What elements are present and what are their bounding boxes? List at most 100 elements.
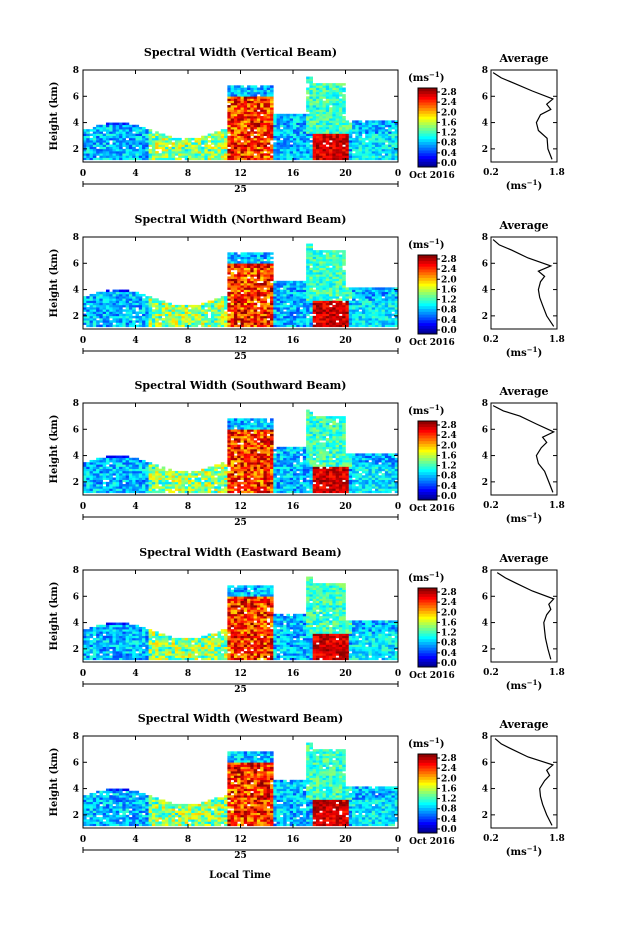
- heatmap-cell: [256, 298, 261, 301]
- heatmap-cell: [358, 315, 363, 319]
- heatmap-cell: [319, 274, 323, 277]
- heatmap-cell: [263, 477, 268, 480]
- x-tick-label: 0: [80, 169, 86, 179]
- heatmap-cell: [322, 285, 327, 288]
- heatmap-cell: [145, 315, 149, 319]
- heatmap-cell: [145, 146, 149, 150]
- heatmap-cell: [358, 142, 363, 145]
- heatmap-cell: [168, 151, 172, 154]
- heatmap-cell: [319, 256, 323, 260]
- heatmap-cell: [197, 315, 202, 319]
- heatmap-cell: [128, 324, 133, 328]
- heatmap-cell: [309, 302, 313, 306]
- heatmap-cell: [299, 155, 304, 158]
- heatmap-cell: [105, 459, 110, 463]
- heatmap-cell: [378, 146, 382, 150]
- colorbar-segment: [418, 322, 437, 326]
- heatmap-cell: [371, 313, 376, 317]
- heatmap-cell: [99, 296, 103, 299]
- heatmap-cell: [250, 254, 254, 258]
- heatmap-cell: [348, 124, 353, 128]
- heatmap-cell: [115, 144, 120, 147]
- heatmap-cell: [204, 481, 208, 485]
- heatmap-cell: [138, 466, 143, 470]
- heatmap-cell: [352, 120, 356, 123]
- heatmap-cell: [115, 148, 120, 152]
- heatmap-cell: [243, 424, 248, 428]
- heatmap-cell: [296, 280, 300, 284]
- heatmap-cell: [260, 157, 264, 161]
- heatmap-cell: [99, 126, 103, 130]
- heatmap-cell: [247, 488, 251, 491]
- heatmap-cell: [256, 307, 261, 310]
- heatmap-cell: [165, 304, 169, 308]
- heatmap-cell: [352, 293, 356, 297]
- heatmap-cell: [233, 105, 238, 108]
- heatmap-cell: [358, 302, 363, 306]
- heatmap-cell: [227, 258, 231, 262]
- heatmap-cell: [296, 315, 300, 319]
- heatmap-cell: [256, 153, 261, 156]
- heatmap-cell: [338, 291, 343, 295]
- heatmap-cell: [125, 129, 130, 132]
- heatmap-cell: [263, 481, 268, 485]
- heatmap-cell: [322, 137, 327, 141]
- heatmap-cell: [125, 488, 130, 491]
- heatmap-cell: [197, 473, 202, 476]
- heatmap-cell: [119, 488, 123, 491]
- heatmap-cell: [214, 464, 218, 467]
- heatmap-cell: [86, 315, 90, 319]
- colorbar-unit-base: (ms: [408, 240, 429, 251]
- heatmap-cell: [381, 151, 386, 154]
- heatmap-cell: [315, 324, 320, 328]
- heatmap-cell: [89, 459, 94, 463]
- heatmap-cell: [148, 470, 153, 474]
- heatmap-cell: [325, 100, 330, 104]
- heatmap-cell: [260, 446, 264, 450]
- heatmap-cell: [335, 274, 340, 277]
- heatmap-cell: [273, 116, 277, 119]
- heatmap-cell: [174, 146, 179, 150]
- heatmap-cell: [322, 296, 327, 299]
- heatmap-cell: [355, 120, 359, 123]
- heatmap-cell: [309, 126, 313, 130]
- heatmap-cell: [342, 98, 346, 101]
- heatmap-cell: [135, 304, 140, 308]
- heatmap-cell: [266, 137, 271, 141]
- heatmap-cell: [391, 293, 396, 297]
- heatmap-cell: [233, 313, 238, 317]
- heatmap-cell: [250, 307, 254, 310]
- heatmap-cell: [335, 276, 340, 279]
- heatmap-cell: [279, 157, 284, 161]
- heatmap-cell: [83, 304, 87, 308]
- heatmap-cell: [332, 252, 336, 255]
- heatmap-cell: [319, 148, 323, 152]
- heatmap-cell: [92, 315, 97, 319]
- heatmap-cell: [96, 140, 100, 143]
- heatmap-cell: [155, 322, 159, 325]
- heatmap-cell: [207, 304, 212, 308]
- heatmap-cell: [233, 252, 238, 255]
- heatmap-cell: [217, 320, 222, 323]
- heatmap-cell: [289, 291, 294, 295]
- heatmap-cell: [142, 129, 146, 132]
- heatmap-cell: [388, 135, 392, 139]
- heatmap-cell: [253, 446, 258, 450]
- heatmap-cell: [230, 124, 235, 128]
- heatmap-cell: [263, 129, 268, 132]
- heatmap-cell: [89, 144, 94, 147]
- heatmap-cell: [286, 296, 291, 299]
- heatmap-cell: [112, 318, 117, 321]
- heatmap-cell: [325, 98, 330, 101]
- heatmap-cell: [371, 287, 376, 290]
- heatmap-cell: [247, 137, 251, 141]
- heatmap-cell: [155, 311, 159, 314]
- heatmap-cell: [283, 124, 287, 128]
- heatmap-cell: [220, 313, 225, 317]
- heatmap-cell: [243, 298, 248, 301]
- heatmap-cell: [391, 320, 396, 323]
- heatmap-cell: [227, 459, 231, 463]
- heatmap-cell: [329, 300, 333, 304]
- heatmap-cell: [161, 133, 166, 137]
- heatmap-cell: [319, 109, 323, 112]
